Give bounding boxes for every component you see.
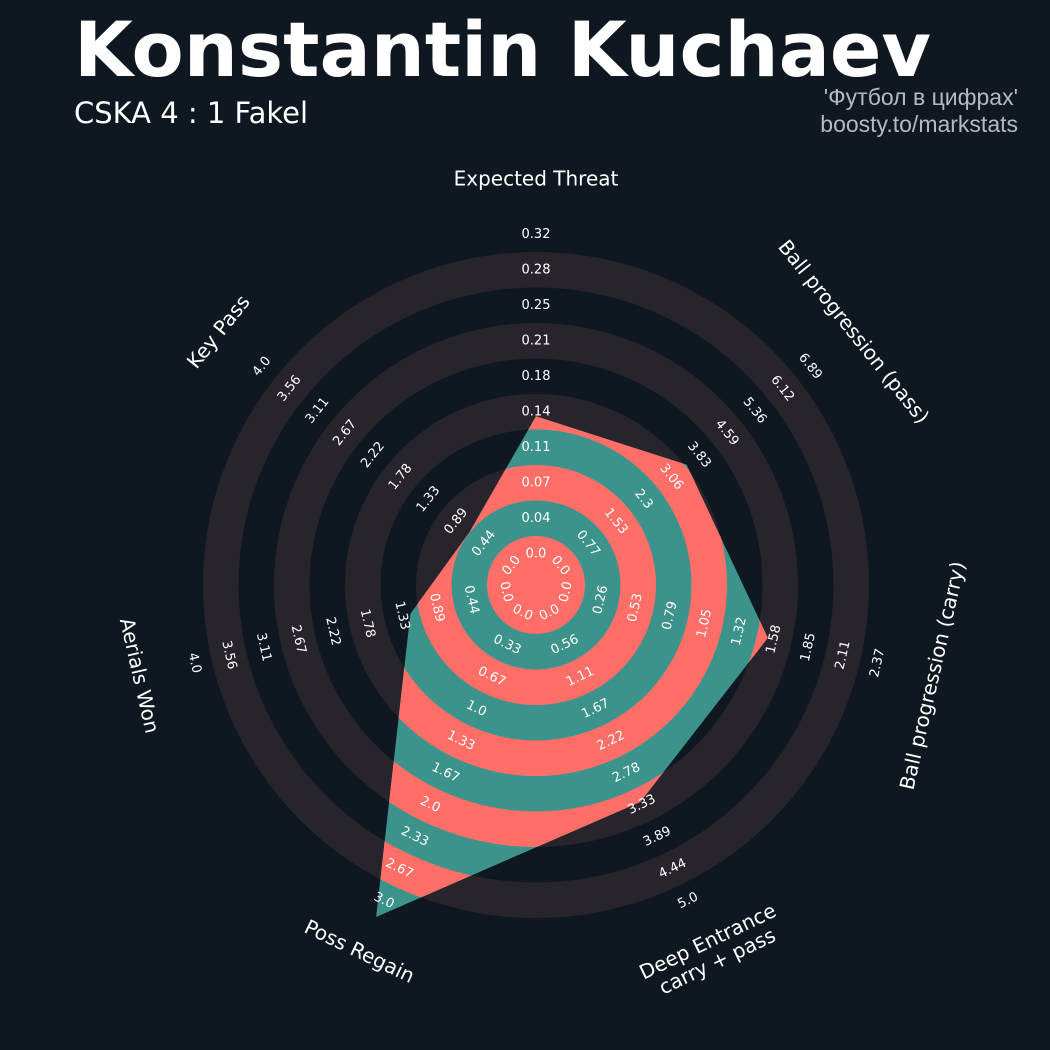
tick-label: 0.0 [496, 580, 515, 604]
param-label: Expected Threat [454, 167, 619, 191]
tick-label: 1.33 [414, 483, 444, 515]
highlighted-rings [376, 416, 768, 917]
tick-label: 1.78 [357, 608, 378, 640]
tick-label: 1.33 [391, 600, 412, 632]
credit-line-2: boosty.to/markstats [820, 111, 1018, 137]
tick-label: 0.79 [660, 600, 681, 632]
center-disc [487, 536, 585, 634]
param-label: Aerials Won [115, 616, 165, 736]
tick-label: 0.07 [522, 476, 551, 491]
tick-label: 4.0 [250, 354, 275, 380]
tick-label: 0.21 [522, 334, 551, 349]
tick-label: 1.05 [694, 608, 715, 640]
tick-label: 0.26 [590, 584, 611, 616]
tick-label: 0.0 [557, 580, 576, 604]
param-label-line: Poss Regain [301, 915, 419, 988]
tick-label: 3.89 [641, 824, 674, 850]
tick-label: 2.11 [833, 639, 854, 671]
param-label: Key Pass [182, 290, 255, 373]
tick-label: 0.28 [522, 263, 551, 278]
tick-label: 0.0 [526, 547, 547, 562]
tick-label: 3.83 [684, 439, 714, 471]
param-label-line: Ball progression (carry) [895, 559, 971, 792]
player-name-title: Konstantin Kuchaev [74, 5, 931, 94]
tick-label: 5.0 [676, 890, 701, 912]
tick-label: 3.56 [218, 639, 239, 671]
match-score-subtitle: CSKA 4 : 1 Fakel [74, 96, 308, 130]
tick-label: 4.0 [185, 651, 204, 675]
tick-label: 0.32 [522, 227, 551, 242]
param-label: Deep Entrancecarry + pass [635, 898, 789, 1004]
tick-label: 2.67 [288, 624, 309, 656]
credit-line-1: 'Футбол в цифрах' [823, 84, 1018, 110]
param-label: Poss Regain [301, 915, 419, 988]
param-label-line: Expected Threat [454, 167, 619, 191]
tick-label: 1.85 [798, 631, 819, 663]
tick-label: 6.89 [795, 351, 825, 383]
tick-label: 2.37 [867, 647, 888, 679]
tick-label: 1.32 [729, 616, 750, 648]
param-label-line: Aerials Won [115, 616, 165, 736]
tick-label: 0.44 [461, 584, 482, 616]
tick-label: 2.22 [358, 439, 388, 471]
tick-label: 0.53 [625, 592, 646, 624]
tick-label: 0.89 [426, 592, 447, 624]
tick-label: 0.25 [522, 298, 551, 313]
tick-label: 0.11 [522, 440, 551, 455]
tick-label: 3.11 [253, 631, 274, 663]
tick-label: 3.11 [303, 395, 333, 427]
tick-label: 0.14 [522, 405, 551, 420]
radar-ring [416, 465, 656, 705]
tick-label: 1.58 [763, 624, 784, 656]
tick-label: 0.04 [522, 511, 551, 526]
param-label: Ball progression (carry) [895, 559, 971, 792]
tick-label: 0.18 [522, 369, 551, 384]
tick-label: 5.36 [740, 395, 770, 427]
param-label-line: Key Pass [182, 290, 255, 373]
tick-label: 2.22 [322, 616, 343, 648]
